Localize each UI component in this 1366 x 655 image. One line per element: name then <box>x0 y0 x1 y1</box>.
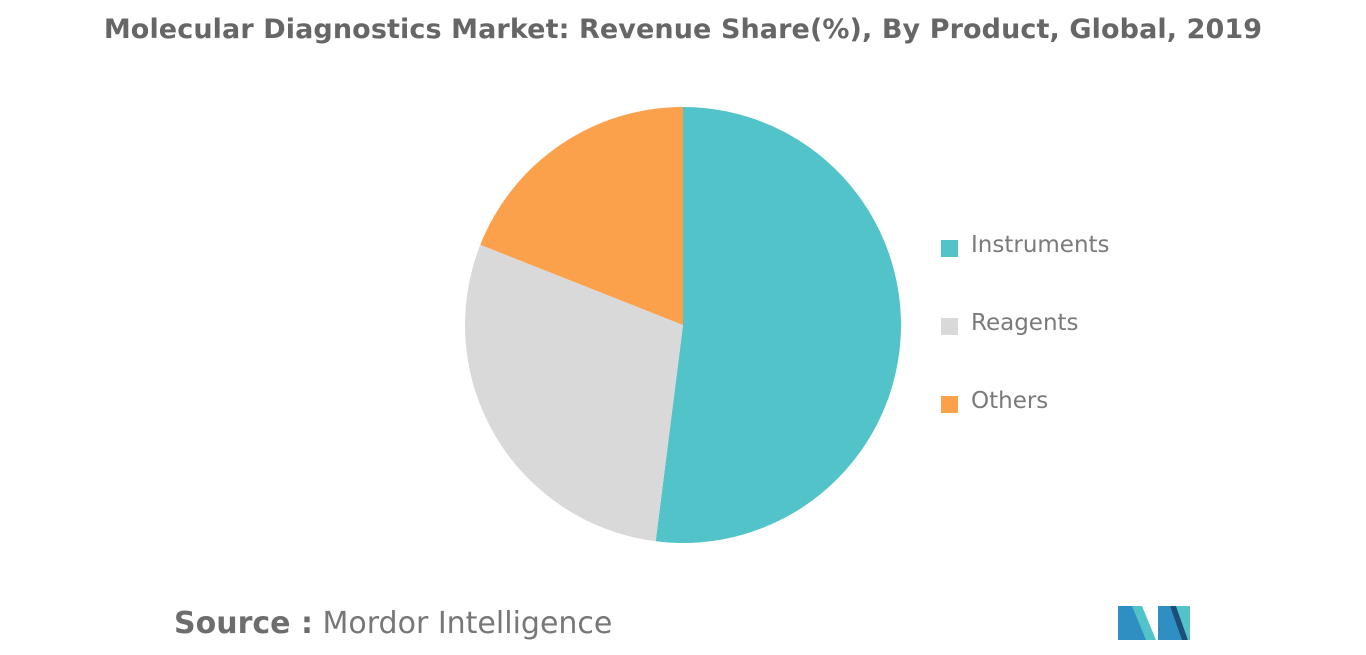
legend-label-others: Others <box>971 388 1049 414</box>
chart-title: Molecular Diagnostics Market: Revenue Sh… <box>103 14 1263 45</box>
source-value: Mordor Intelligence <box>322 606 613 641</box>
source-note: Source : Mordor Intelligence <box>174 606 612 641</box>
legend-swatch-instruments <box>941 240 958 257</box>
logo-shape-4 <box>1170 606 1188 640</box>
logo-shape-0 <box>1118 606 1148 640</box>
legend-swatch-reagents <box>941 318 958 335</box>
source-key: Source : <box>174 606 313 641</box>
legend-label-instruments: Instruments <box>971 232 1110 258</box>
legend-label-reagents: Reagents <box>971 310 1079 336</box>
logo-shape-3 <box>1176 606 1190 640</box>
logo-shape-1 <box>1132 606 1156 640</box>
pie-slice-reagents <box>465 244 683 542</box>
pie-slice-others <box>480 107 683 325</box>
mordor-intelligence-logo <box>1118 606 1190 640</box>
logo-shape-2 <box>1158 606 1184 640</box>
legend-swatch-others <box>941 396 958 413</box>
pie-slice-instruments <box>655 107 902 544</box>
